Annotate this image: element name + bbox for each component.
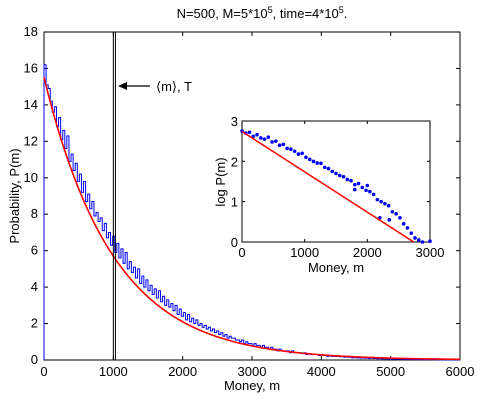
inset-data-point: [366, 184, 370, 188]
inset-data-point: [255, 133, 259, 137]
inset-data-point: [278, 143, 282, 147]
inset-plot-background: [242, 121, 430, 242]
mean-annotation: ⟨m⟩, T: [118, 79, 192, 94]
main-x-tick-label: 3000: [238, 364, 267, 379]
inset-data-point: [274, 139, 278, 143]
inset-data-point: [248, 130, 252, 134]
inset-x-tick-label: 2000: [353, 245, 382, 260]
main-y-tick-label: 12: [24, 133, 38, 148]
main-y-axis-label: Probability, P(m): [7, 148, 22, 243]
inset-data-point: [285, 147, 289, 151]
inset-data-point: [323, 166, 327, 170]
inset-x-tick-label: 3000: [416, 245, 445, 260]
inset-x-axis-label: Money, m: [308, 260, 364, 275]
main-y-tick-label: 18: [24, 24, 38, 39]
inset-data-point: [259, 136, 263, 140]
inset-data-point: [289, 147, 293, 151]
inset-data-point: [387, 218, 391, 222]
annotation-arrow-head: [118, 82, 127, 90]
inset-data-point: [338, 174, 342, 178]
main-x-tick-label: 2000: [168, 364, 197, 379]
chart-title: N=500, M=5*105, time=4*105.: [177, 5, 348, 21]
inset-data-point: [330, 170, 334, 174]
inset-data-point: [304, 156, 308, 160]
inset-data-point: [282, 143, 286, 147]
main-y-tick-label: 8: [31, 206, 38, 221]
inset-data-point: [379, 200, 383, 204]
inset-y-axis-label: log P(m): [213, 157, 228, 206]
inset-data-point: [361, 186, 365, 190]
inset-y-tick-label: 2: [231, 154, 238, 169]
inset-data-point: [406, 226, 410, 230]
inset-data-point: [300, 151, 304, 155]
main-y-tick-label: 4: [31, 279, 38, 294]
main-y-tick-label: 6: [31, 243, 38, 258]
inset-data-point: [364, 189, 368, 193]
inset-data-point: [428, 239, 432, 243]
inset-data-point: [327, 167, 331, 171]
inset-data-point: [409, 231, 413, 235]
inset-data-point: [376, 198, 380, 202]
inset-data-point: [297, 152, 301, 156]
inset-y-tick-label: 1: [231, 195, 238, 210]
inset-data-point: [383, 202, 387, 206]
inset-data-point: [342, 175, 346, 179]
main-x-axis-label: Money, m: [224, 378, 280, 393]
main-y-tick-label: 2: [31, 316, 38, 331]
inset-data-point: [402, 222, 406, 226]
main-x-tick-label: 5000: [376, 364, 405, 379]
inset-data-point: [267, 135, 271, 139]
inset-data-point: [312, 160, 316, 164]
inset-x-tick-label: 0: [238, 245, 245, 260]
main-y-tick-label: 10: [24, 170, 38, 185]
inset-data-point: [398, 216, 402, 220]
main-x-tick-label: 1000: [99, 364, 128, 379]
inset-data-point: [413, 236, 417, 240]
inset-x-tick-label: 1000: [290, 245, 319, 260]
main-y-tick-label: 14: [24, 97, 38, 112]
inset-y-tick-label: 3: [231, 114, 238, 129]
inset-data-point: [353, 183, 357, 187]
mean-marker-lines: [113, 32, 115, 360]
inset-data-point: [315, 161, 319, 165]
main-y-tick-label: 0: [31, 352, 38, 367]
inset-data-point: [293, 149, 297, 153]
inset-data-point: [357, 182, 361, 186]
inset-data-point: [421, 240, 425, 244]
inset-data-point: [391, 210, 395, 214]
inset-data-point: [270, 140, 274, 144]
inset-data-point: [308, 158, 312, 162]
main-x-tick-label: 4000: [307, 364, 336, 379]
inset-data-point: [349, 179, 353, 183]
inset-data-point: [353, 188, 357, 192]
inset-data-point: [417, 238, 421, 242]
inset-data-point: [263, 137, 267, 141]
inset-data-point: [319, 162, 323, 166]
main-x-tick-label: 6000: [446, 364, 475, 379]
main-x-tick-label: 0: [40, 364, 47, 379]
main-y-tick-label: 16: [24, 60, 38, 75]
inset-data-point: [372, 193, 376, 197]
inset-data-point: [368, 190, 372, 194]
inset-data-point: [345, 178, 349, 182]
annotation-label: ⟨m⟩, T: [156, 79, 192, 94]
inset-y-tick-label: 0: [231, 235, 238, 250]
inset-data-point: [334, 172, 338, 176]
inset-data-point: [387, 204, 391, 208]
inset-data-point: [394, 212, 398, 216]
